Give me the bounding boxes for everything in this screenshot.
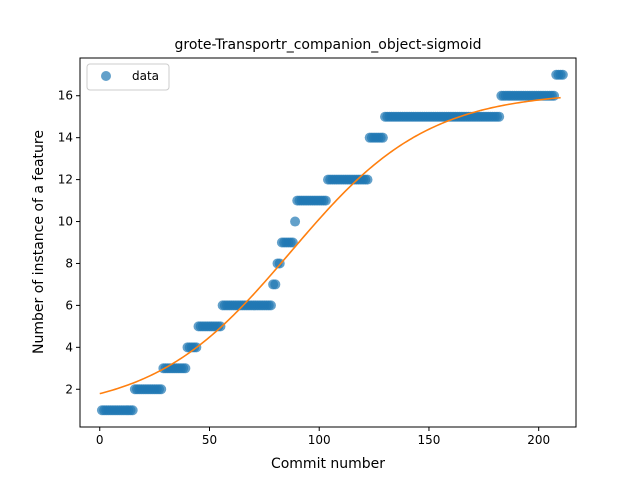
- data-point: [362, 174, 373, 185]
- legend: data: [86, 63, 170, 91]
- y-tick-label: 8: [65, 256, 73, 270]
- y-tick-label: 14: [58, 131, 73, 145]
- x-tick-label: 150: [418, 433, 441, 447]
- data-series: [96, 69, 568, 416]
- y-axis-label: Number of instance of a feature: [31, 130, 47, 354]
- legend-label-data: data: [132, 69, 159, 83]
- data-point: [180, 363, 191, 374]
- x-tick-label: 50: [202, 433, 217, 447]
- y-tick-label: 6: [65, 298, 73, 312]
- x-tick-label: 100: [308, 433, 331, 447]
- y-tick-label: 10: [58, 215, 73, 229]
- data-point: [265, 300, 276, 311]
- x-axis: 0 50 100 150 200: [96, 427, 550, 447]
- data-point: [494, 111, 505, 122]
- data-point: [270, 279, 281, 290]
- data-point: [287, 237, 298, 248]
- y-tick-label: 16: [58, 89, 73, 103]
- data-point: [377, 132, 388, 143]
- y-tick-label: 4: [65, 340, 73, 354]
- legend-marker-data: [101, 71, 111, 81]
- y-tick-label: 2: [65, 382, 73, 396]
- plot-area: [96, 69, 568, 416]
- legend-box: [86, 63, 170, 91]
- data-point: [320, 195, 331, 206]
- x-tick-label: 200: [527, 433, 550, 447]
- fit-line: [99, 96, 561, 395]
- data-point: [156, 384, 167, 395]
- x-tick-label: 0: [96, 433, 104, 447]
- y-tick-label: 12: [58, 173, 73, 187]
- data-point: [557, 69, 568, 80]
- data-point: [127, 405, 138, 416]
- y-axis: 2 4 6 8 10 12 14 16: [58, 89, 80, 396]
- data-point: [290, 216, 301, 227]
- chart-title: grote-Transportr_companion_object-sigmoi…: [174, 37, 481, 53]
- x-axis-label: Commit number: [271, 456, 385, 472]
- axes-frame: [79, 57, 577, 428]
